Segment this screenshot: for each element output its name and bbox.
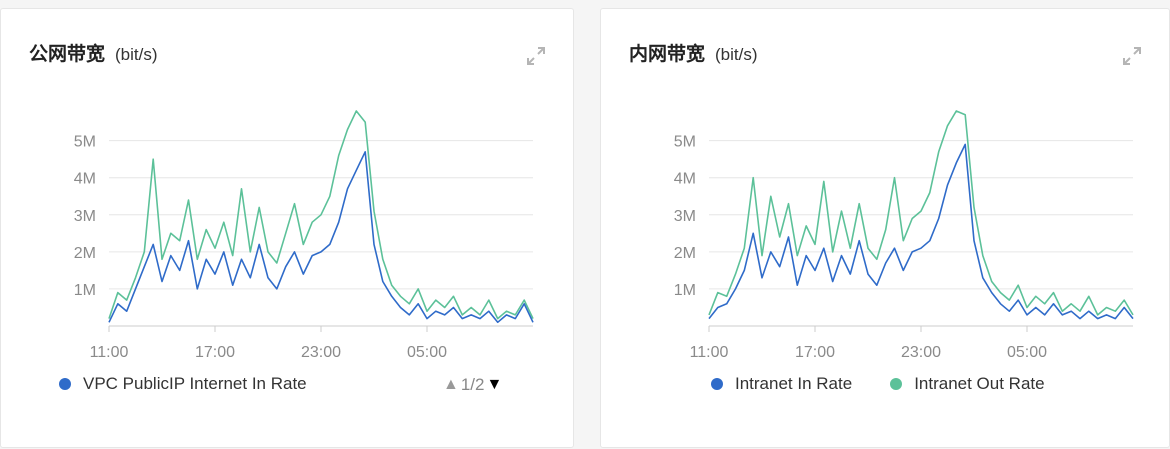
y-tick-label: 4M [74, 171, 96, 188]
y-tick-label: 2M [674, 245, 696, 262]
x-tick-label: 11:00 [690, 344, 729, 361]
x-tick-label: 11:00 [90, 344, 129, 361]
card-unit: (bit/s) [115, 45, 158, 64]
legend-label: Intranet In Rate [735, 374, 853, 393]
card-title: 公网带宽 [29, 43, 106, 65]
series-line [708, 143, 1134, 320]
card-header: 公网带宽 (bit/s) [29, 39, 158, 66]
y-tick-label: 3M [674, 208, 696, 225]
pager-down-icon[interactable]: ▼ [486, 376, 503, 393]
intranet-bandwidth-chart: 1M 2M 3M 4M 5M 11:00 17:00 23:00 05:00 [674, 110, 1134, 361]
x-tick-label: 17:00 [795, 344, 835, 361]
x-tick-label: 17:00 [195, 344, 235, 361]
chart-legend: Intranet In Rate Intranet Out Rate [711, 374, 1083, 394]
y-tick-label: 1M [74, 282, 96, 299]
legend-dot-icon [59, 378, 71, 390]
chart-legend: VPC PublicIP Internet In Rate [59, 374, 345, 394]
public-bandwidth-card: 公网带宽 (bit/s) 1M 2M 3M 4M 5M 11:00 17:00 23:00 05… [0, 8, 574, 448]
legend-item-in[interactable]: VPC PublicIP Internet In Rate [59, 374, 307, 394]
legend-pager: ▲ 1/2 ▼ [443, 375, 502, 395]
x-tick-label: 23:00 [301, 344, 341, 361]
x-tick-label: 05:00 [407, 344, 447, 361]
y-tick-label: 2M [74, 245, 96, 262]
y-tick-label: 1M [674, 282, 696, 299]
public-bandwidth-chart: 1M 2M 3M 4M 5M 11:00 17:00 23:00 05:00 [74, 110, 534, 361]
legend-dot-icon [890, 378, 903, 390]
legend-label: VPC PublicIP Internet In Rate [83, 374, 307, 393]
legend-item-out[interactable]: Intranet Out Rate [890, 374, 1045, 394]
series-line [108, 151, 534, 324]
x-tick-label: 23:00 [901, 344, 941, 361]
series-line [108, 110, 534, 320]
legend-label: Intranet Out Rate [914, 374, 1045, 393]
pager-up-icon[interactable]: ▲ [443, 376, 459, 393]
legend-item-in[interactable]: Intranet In Rate [711, 374, 852, 394]
x-tick-label: 05:00 [1007, 344, 1047, 361]
card-title: 内网带宽 [629, 43, 706, 65]
y-tick-label: 5M [674, 134, 696, 151]
pager-text: 1/2 [460, 375, 485, 394]
intranet-bandwidth-card: 内网带宽 (bit/s) 1M 2M 3M 4M 5M 11:00 17:00 23:00 05… [600, 8, 1170, 448]
expand-icon[interactable] [525, 45, 547, 67]
series-line [708, 110, 1134, 316]
y-tick-label: 5M [74, 134, 96, 151]
legend-dot-icon [711, 378, 723, 390]
card-header: 内网带宽 (bit/s) [629, 39, 758, 66]
card-unit: (bit/s) [715, 45, 758, 64]
y-tick-label: 3M [74, 208, 96, 225]
expand-icon[interactable] [1121, 45, 1143, 67]
y-tick-label: 4M [674, 171, 696, 188]
